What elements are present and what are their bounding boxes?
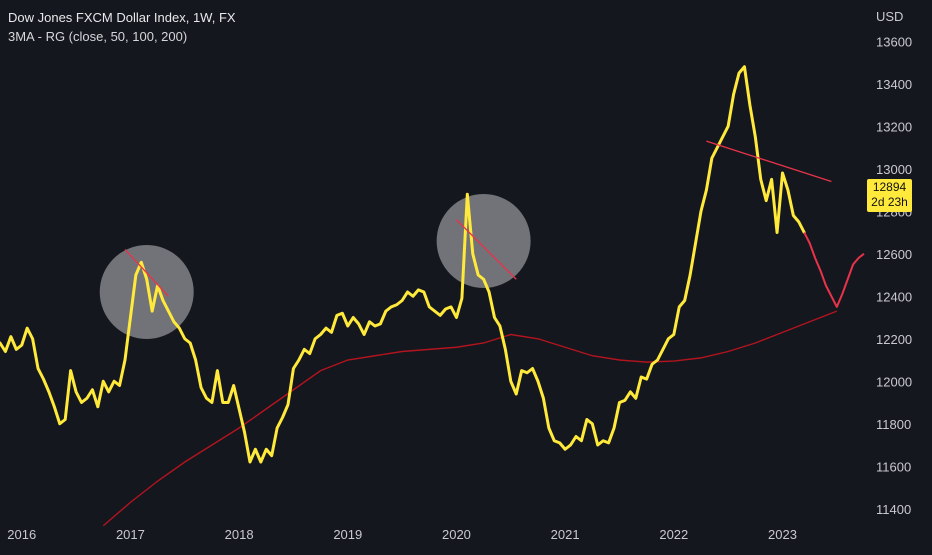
x-tick-label: 2016 <box>7 527 36 542</box>
price-line-recent <box>803 232 865 308</box>
y-tick-label: 12400 <box>876 289 912 304</box>
y-tick-label: 13200 <box>876 119 912 134</box>
y-tick-label: 12600 <box>876 247 912 262</box>
x-tick-label: 2023 <box>768 527 797 542</box>
price-layer <box>0 65 865 464</box>
y-tick-label: 11400 <box>876 502 911 517</box>
y-tick-label: 12200 <box>876 332 912 347</box>
x-tick-label: 2018 <box>225 527 254 542</box>
x-tick-label: 2021 <box>551 527 580 542</box>
x-tick-label: 2019 <box>333 527 362 542</box>
y-tick-label: 13600 <box>876 34 912 49</box>
ma-200-line <box>102 310 838 527</box>
y-tick-label: 11600 <box>876 459 911 474</box>
last-price-value: 12894 <box>872 180 907 194</box>
y-tick-label: 11800 <box>876 417 911 432</box>
highlight-circle <box>99 245 194 339</box>
trendline <box>124 249 169 297</box>
study-label[interactable]: 3MA - RG (close, 50, 100, 200) <box>8 29 188 44</box>
price-line <box>0 65 806 464</box>
y-tick-label: 12000 <box>876 374 912 389</box>
chart-legend: Dow Jones FXCM Dollar Index, 1W, FX 3MA … <box>8 8 236 46</box>
y-axis: USD1140011600118001200012200124001260012… <box>876 9 912 517</box>
x-tick-label: 2020 <box>442 527 471 542</box>
trendline <box>706 140 832 183</box>
highlight-circle <box>436 194 531 288</box>
last-price-tag: 12894 2d 23h <box>867 179 912 212</box>
x-tick-label: 2022 <box>659 527 688 542</box>
trendline-layer <box>124 140 832 297</box>
y-tick-label: 13000 <box>876 162 912 177</box>
x-axis: 2016 2017 2018 2019 2020 2021 2022 2023 <box>7 527 797 542</box>
y-tick-label: 13400 <box>876 77 912 92</box>
moving-average-layer <box>102 310 838 527</box>
y-axis-unit-label: USD <box>876 9 903 24</box>
trendline <box>455 219 517 280</box>
x-tick-label: 2017 <box>116 527 145 542</box>
symbol-title[interactable]: Dow Jones FXCM Dollar Index, 1W, FX <box>8 10 236 25</box>
bar-countdown: 2d 23h <box>871 195 908 209</box>
